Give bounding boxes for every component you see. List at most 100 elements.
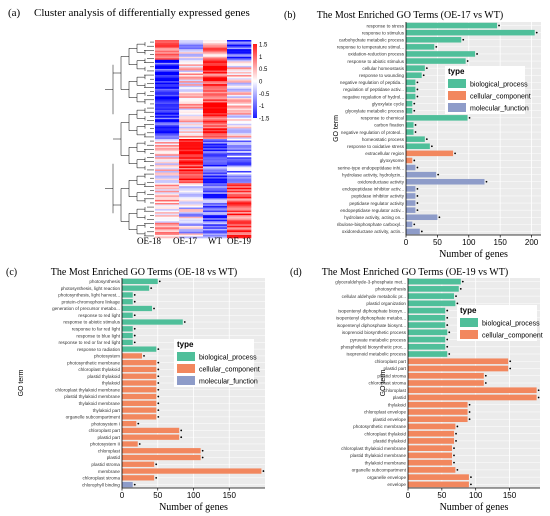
bar xyxy=(406,44,435,50)
heatmap-cell xyxy=(155,64,180,67)
heatmap-cell xyxy=(155,113,180,115)
heatmap-cell xyxy=(179,52,204,55)
heatmap-cell xyxy=(227,230,252,233)
heatmap-cell xyxy=(155,56,180,59)
heatmap-cell xyxy=(155,88,180,91)
heatmap-cell xyxy=(155,233,180,236)
heatmap-cell xyxy=(155,126,180,129)
heatmap-cell xyxy=(179,193,204,196)
bar xyxy=(406,58,466,64)
bar xyxy=(408,358,509,365)
x-tick-label: 150 xyxy=(223,491,237,500)
heatmap-cell xyxy=(227,81,252,83)
heatmap-cell xyxy=(203,41,228,44)
heatmap-cell xyxy=(155,122,180,125)
heatmap-cell xyxy=(179,73,204,76)
bar xyxy=(408,329,448,336)
heatmap-cell xyxy=(179,158,204,161)
heatmap-cell xyxy=(179,221,204,224)
heatmap-cell xyxy=(203,187,228,190)
x-tick-label: 100 xyxy=(469,491,483,500)
category-label: response to red light xyxy=(78,313,120,318)
heatmap-cell xyxy=(179,123,204,126)
heatmap-cell xyxy=(203,111,228,114)
heatmap-cell xyxy=(179,122,204,125)
heatmap-cell xyxy=(155,192,180,195)
bar-marker xyxy=(461,280,464,283)
heatmap-cell xyxy=(155,236,180,239)
heatmap-cell xyxy=(203,186,228,189)
x-tick-label: 0 xyxy=(404,238,409,247)
heatmap-cell xyxy=(179,209,204,211)
heatmap-cell xyxy=(155,189,180,192)
heatmap-cell xyxy=(203,139,228,141)
heatmap-cell xyxy=(155,111,180,114)
bar-marker xyxy=(201,456,204,459)
bar xyxy=(408,343,446,350)
heatmap-cell xyxy=(179,120,204,123)
bar-marker xyxy=(425,67,428,70)
bar xyxy=(408,387,537,394)
bar-marker xyxy=(454,152,456,155)
heatmap-cell xyxy=(203,62,228,65)
category-label: chloroplast thylakoid xyxy=(78,367,120,372)
heatmap-cell xyxy=(179,44,204,47)
heatmap-cell xyxy=(203,91,228,94)
bar xyxy=(122,326,133,332)
bar-marker xyxy=(138,443,141,445)
heatmap-cell xyxy=(179,76,204,79)
heatmap-cell xyxy=(179,199,204,202)
category-label: carbohydrate metabolic process xyxy=(339,37,405,42)
heatmap-cell xyxy=(179,111,204,114)
chart-title: The Most Enriched GO Terms (OE-18 vs WT) xyxy=(51,267,237,278)
category-label: chloroplast thylakoid xyxy=(364,431,406,436)
bar xyxy=(122,278,158,285)
heatmap-cell xyxy=(179,145,204,147)
bar-marker xyxy=(416,195,419,197)
heatmap-cell xyxy=(155,231,180,234)
heatmap-cell xyxy=(203,230,228,233)
category-label: oxidoreductase activity, actin... xyxy=(342,229,404,234)
bar-marker xyxy=(456,468,459,471)
heatmap-cell xyxy=(179,100,204,103)
panel-label: (b) xyxy=(284,10,296,21)
colorbar-tick-label: -0.5 xyxy=(259,92,270,98)
heatmap-cell xyxy=(179,190,204,193)
heatmap-cell xyxy=(227,59,252,62)
bar-marker xyxy=(158,280,161,283)
heatmap-cell xyxy=(155,70,180,73)
legend-title: type xyxy=(448,67,465,76)
heatmap-cell xyxy=(227,131,252,134)
heatmap-cell xyxy=(227,224,252,227)
heatmap-cell xyxy=(227,76,252,79)
heatmap-cell xyxy=(203,79,228,82)
heatmap-cell xyxy=(155,201,180,204)
heatmap-cell xyxy=(227,73,252,76)
heatmap-cell xyxy=(227,236,252,239)
heatmap-cell xyxy=(179,82,204,85)
heatmap-cell xyxy=(155,221,180,224)
heatmap-cell xyxy=(155,94,180,97)
heatmap-cell xyxy=(203,221,228,224)
x-tick-label: 150 xyxy=(503,491,517,500)
heatmap-cell xyxy=(179,160,204,163)
heatmap-cell xyxy=(227,198,252,201)
category-label: thylakoid part xyxy=(93,408,121,413)
category-label: plastid stroma xyxy=(377,373,406,378)
bar xyxy=(122,393,157,400)
bar xyxy=(406,22,498,29)
heatmap-cell xyxy=(203,196,228,199)
heatmap-cell xyxy=(203,192,228,195)
heatmap-cell xyxy=(227,61,252,64)
heatmap-cell xyxy=(155,107,180,109)
heatmap-cell xyxy=(155,55,180,58)
heatmap-cell xyxy=(179,53,204,56)
bar xyxy=(408,401,468,408)
heatmap-cell xyxy=(203,50,228,53)
colorbar-tick-label: -1 xyxy=(259,104,265,110)
heatmap-cell xyxy=(227,85,252,88)
heatmap-cell xyxy=(179,67,204,70)
heatmap-cell xyxy=(155,87,180,90)
bar xyxy=(408,315,446,321)
bar-marker xyxy=(157,395,160,398)
